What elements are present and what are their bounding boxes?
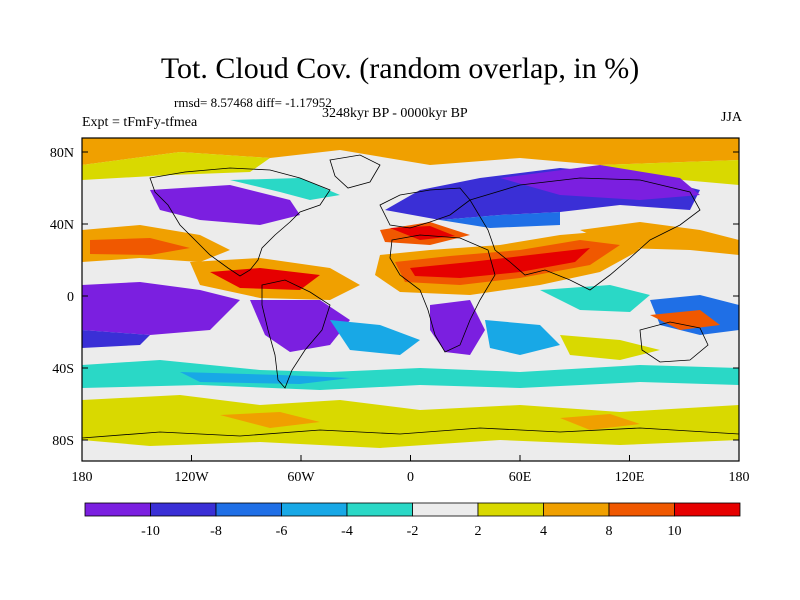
colorbar-box-1 [84, 502, 151, 517]
coast-africa [389, 234, 496, 353]
colorbar-box-8 [543, 502, 610, 517]
colorbar: -10 -8 -6 -4 -2 2 4 8 10 [84, 502, 741, 539]
colorbar-box-5 [346, 502, 413, 517]
coast-australia [639, 321, 709, 363]
x-label-60e: 60E [509, 470, 532, 485]
y-label-40n: 40N [50, 218, 74, 233]
colorbar-box-2 [150, 502, 217, 517]
coastlines [82, 154, 739, 439]
coast-asia [469, 177, 701, 291]
coast-north-america [149, 167, 331, 277]
map-title: Tot. Cloud Cov. (random overlap, in %) [160, 52, 640, 85]
colorbar-label-6: 2 [475, 524, 482, 539]
colorbar-box-3 [215, 502, 282, 517]
x-label-60w: 60W [287, 470, 315, 485]
coast-europe [379, 187, 471, 229]
y-label-80n: 80N [50, 146, 74, 161]
x-ticks [81, 455, 740, 461]
colorbar-label-1: -10 [141, 524, 160, 539]
x-label-180w: 180 [72, 470, 93, 485]
coast-antarctica [82, 427, 739, 439]
x-label-0: 0 [407, 470, 414, 485]
season-label: JJA [720, 110, 742, 125]
colorbar-label-9: 10 [668, 524, 682, 539]
colorbar-label-3: -6 [276, 524, 288, 539]
colorbar-box-9 [608, 502, 675, 517]
y-label-80s: 80S [52, 434, 74, 449]
colorbar-label-7: 4 [540, 524, 547, 539]
y-ticks [82, 151, 739, 441]
x-label-120w: 120W [174, 470, 209, 485]
colorbar-box-6 [412, 502, 479, 517]
period-label: 3248kyr BP - 0000kyr BP [322, 106, 468, 121]
colorbar-label-2: -8 [210, 524, 222, 539]
colorbar-box-10 [674, 502, 741, 517]
coast-greenland [329, 154, 381, 189]
y-label-40s: 40S [52, 362, 74, 377]
colorbar-box-7 [477, 502, 544, 517]
colorbar-label-5: -2 [407, 524, 419, 539]
colorbar-label-8: 8 [606, 524, 613, 539]
experiment-label: Expt = tFmFy-tfmea [82, 115, 198, 130]
x-label-180e: 180 [729, 470, 750, 485]
x-label-120e: 120E [615, 470, 645, 485]
stats-line: rmsd= 8.57468 diff= -1.17952 [174, 95, 332, 110]
colorbar-box-4 [281, 502, 348, 517]
y-label-0: 0 [67, 290, 74, 305]
coast-south-america [261, 279, 331, 389]
colorbar-label-4: -4 [341, 524, 353, 539]
anomaly-field [82, 138, 739, 461]
